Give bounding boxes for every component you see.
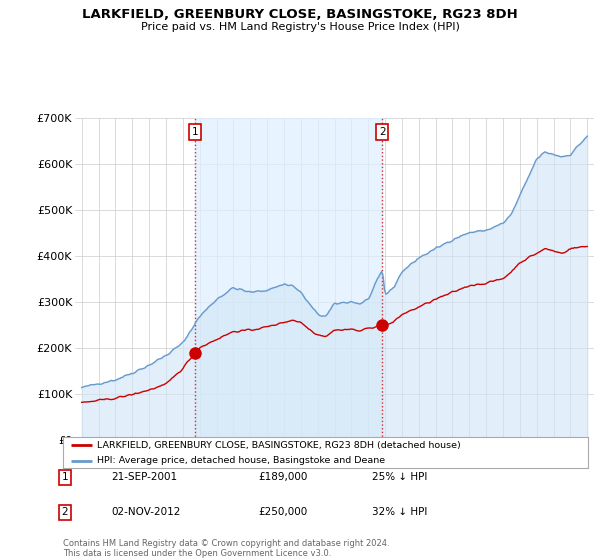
- Text: LARKFIELD, GREENBURY CLOSE, BASINGSTOKE, RG23 8DH (detached house): LARKFIELD, GREENBURY CLOSE, BASINGSTOKE,…: [97, 441, 461, 450]
- Text: HPI: Average price, detached house, Basingstoke and Deane: HPI: Average price, detached house, Basi…: [97, 456, 385, 465]
- Bar: [195, 118, 382, 440]
- Text: £189,000: £189,000: [258, 472, 307, 482]
- Text: LARKFIELD, GREENBURY CLOSE, BASINGSTOKE, RG23 8DH: LARKFIELD, GREENBURY CLOSE, BASINGSTOKE,…: [82, 8, 518, 21]
- Text: 1: 1: [61, 472, 68, 482]
- Text: 32% ↓ HPI: 32% ↓ HPI: [372, 507, 427, 517]
- Text: 21-SEP-2001: 21-SEP-2001: [111, 472, 177, 482]
- Text: Price paid vs. HM Land Registry's House Price Index (HPI): Price paid vs. HM Land Registry's House …: [140, 22, 460, 32]
- Text: £250,000: £250,000: [258, 507, 307, 517]
- Text: 2: 2: [379, 127, 386, 137]
- Text: 2: 2: [61, 507, 68, 517]
- Text: 1: 1: [191, 127, 198, 137]
- Text: 25% ↓ HPI: 25% ↓ HPI: [372, 472, 427, 482]
- Text: 02-NOV-2012: 02-NOV-2012: [111, 507, 181, 517]
- Text: Contains HM Land Registry data © Crown copyright and database right 2024.
This d: Contains HM Land Registry data © Crown c…: [63, 539, 389, 558]
